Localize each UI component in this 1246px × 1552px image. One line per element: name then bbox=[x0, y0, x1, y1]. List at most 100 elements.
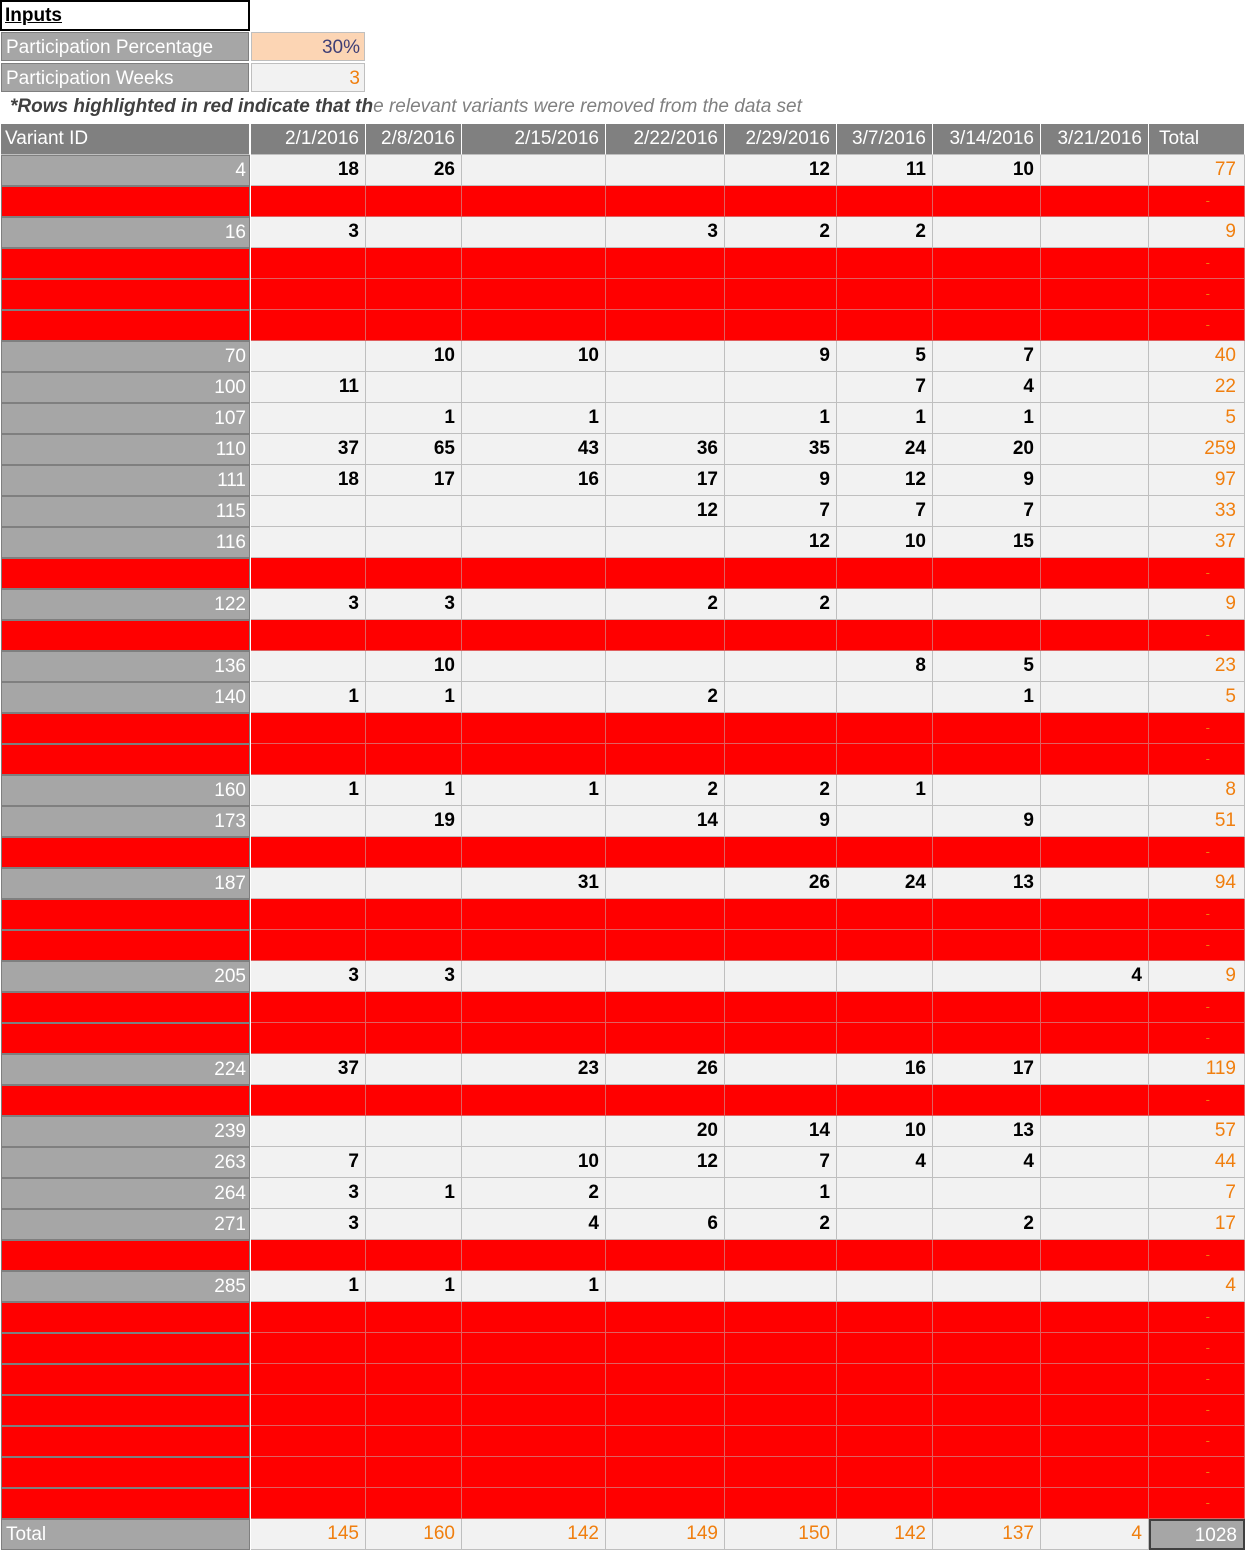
week-value-cell[interactable] bbox=[1041, 372, 1149, 403]
week-value-cell[interactable] bbox=[837, 713, 933, 744]
variant-id-cell[interactable]: 187 bbox=[1, 868, 250, 899]
row-total-cell[interactable]: - bbox=[1149, 310, 1245, 341]
week-value-cell[interactable]: 2 bbox=[725, 217, 837, 248]
week-value-cell[interactable] bbox=[933, 1178, 1041, 1209]
week-value-cell[interactable] bbox=[606, 341, 725, 372]
variant-id-cell[interactable]: 140 bbox=[1, 682, 250, 713]
week-value-cell[interactable] bbox=[606, 1240, 725, 1271]
week-value-cell[interactable]: 12 bbox=[725, 527, 837, 558]
week-value-cell[interactable] bbox=[725, 558, 837, 589]
week-value-cell[interactable] bbox=[1041, 713, 1149, 744]
week-value-cell[interactable] bbox=[1041, 434, 1149, 465]
week-value-cell[interactable] bbox=[837, 1085, 933, 1116]
week-value-cell[interactable] bbox=[606, 1333, 725, 1364]
week-value-cell[interactable] bbox=[1041, 620, 1149, 651]
week-value-cell[interactable] bbox=[1041, 527, 1149, 558]
week-value-cell[interactable] bbox=[837, 1302, 933, 1333]
week-value-cell[interactable] bbox=[606, 248, 725, 279]
row-total-cell[interactable]: - bbox=[1149, 1395, 1245, 1426]
week-value-cell[interactable] bbox=[725, 1426, 837, 1457]
week-value-cell[interactable] bbox=[725, 1054, 837, 1085]
week-value-cell[interactable] bbox=[1041, 1209, 1149, 1240]
week-value-cell[interactable] bbox=[1041, 806, 1149, 837]
variant-id-cell[interactable]: 16 bbox=[1, 217, 250, 248]
row-total-cell[interactable]: - bbox=[1149, 558, 1245, 589]
week-value-cell[interactable]: 1 bbox=[837, 403, 933, 434]
variant-id-cell[interactable]: 264 bbox=[1, 1178, 250, 1209]
week-value-cell[interactable]: 7 bbox=[251, 1147, 366, 1178]
week-value-cell[interactable]: 14 bbox=[606, 806, 725, 837]
week-value-cell[interactable] bbox=[366, 744, 462, 775]
week-value-cell[interactable] bbox=[725, 1271, 837, 1302]
variant-id-cell[interactable] bbox=[1, 744, 250, 775]
week-value-cell[interactable] bbox=[725, 372, 837, 403]
week-value-cell[interactable] bbox=[251, 1333, 366, 1364]
week-value-cell[interactable] bbox=[606, 1426, 725, 1457]
week-value-cell[interactable] bbox=[462, 310, 606, 341]
week-value-cell[interactable]: 3 bbox=[251, 1209, 366, 1240]
week-value-cell[interactable] bbox=[933, 930, 1041, 961]
row-total-cell[interactable]: - bbox=[1149, 1426, 1245, 1457]
row-total-cell[interactable]: - bbox=[1149, 899, 1245, 930]
variant-id-cell[interactable] bbox=[1, 1333, 250, 1364]
week-value-cell[interactable] bbox=[837, 1178, 933, 1209]
week-value-cell[interactable] bbox=[933, 248, 1041, 279]
week-value-cell[interactable] bbox=[606, 1395, 725, 1426]
participation-weeks-value[interactable]: 3 bbox=[251, 63, 365, 92]
row-total-cell[interactable]: 37 bbox=[1149, 527, 1245, 558]
week-value-cell[interactable]: 19 bbox=[366, 806, 462, 837]
row-total-cell[interactable]: 97 bbox=[1149, 465, 1245, 496]
week-value-cell[interactable] bbox=[606, 527, 725, 558]
week-value-cell[interactable] bbox=[933, 558, 1041, 589]
week-value-cell[interactable] bbox=[837, 1240, 933, 1271]
variant-id-cell[interactable] bbox=[1, 1023, 250, 1054]
week-value-cell[interactable] bbox=[251, 1302, 366, 1333]
variant-id-cell[interactable]: 205 bbox=[1, 961, 250, 992]
row-total-cell[interactable]: - bbox=[1149, 1457, 1245, 1488]
week-value-cell[interactable] bbox=[725, 1395, 837, 1426]
week-value-cell[interactable] bbox=[366, 279, 462, 310]
week-value-cell[interactable] bbox=[1041, 744, 1149, 775]
week-value-cell[interactable] bbox=[837, 682, 933, 713]
week-value-cell[interactable]: 2 bbox=[725, 589, 837, 620]
week-value-cell[interactable]: 18 bbox=[251, 465, 366, 496]
variant-id-cell[interactable]: 107 bbox=[1, 403, 250, 434]
week-value-cell[interactable]: 1 bbox=[837, 775, 933, 806]
week-value-cell[interactable]: 17 bbox=[933, 1054, 1041, 1085]
week-value-cell[interactable] bbox=[251, 837, 366, 868]
week-value-cell[interactable]: 15 bbox=[933, 527, 1041, 558]
week-value-cell[interactable] bbox=[366, 1426, 462, 1457]
week-value-cell[interactable] bbox=[606, 1488, 725, 1519]
variant-id-cell[interactable] bbox=[1, 558, 250, 589]
week-value-cell[interactable] bbox=[606, 372, 725, 403]
week-value-cell[interactable] bbox=[251, 868, 366, 899]
week-total-cell[interactable]: 142 bbox=[462, 1519, 606, 1550]
week-value-cell[interactable] bbox=[837, 310, 933, 341]
week-value-cell[interactable] bbox=[725, 279, 837, 310]
week-value-cell[interactable] bbox=[462, 1085, 606, 1116]
week-value-cell[interactable] bbox=[933, 837, 1041, 868]
week-value-cell[interactable] bbox=[462, 806, 606, 837]
week-value-cell[interactable]: 1 bbox=[366, 682, 462, 713]
week-value-cell[interactable] bbox=[837, 899, 933, 930]
variant-id-cell[interactable] bbox=[1, 1395, 250, 1426]
week-value-cell[interactable]: 9 bbox=[725, 465, 837, 496]
week-value-cell[interactable]: 12 bbox=[725, 155, 837, 186]
week-value-cell[interactable] bbox=[462, 496, 606, 527]
week-value-cell[interactable]: 3 bbox=[606, 217, 725, 248]
variant-id-cell[interactable] bbox=[1, 1364, 250, 1395]
week-value-cell[interactable] bbox=[251, 806, 366, 837]
week-value-cell[interactable] bbox=[606, 1178, 725, 1209]
row-total-cell[interactable]: 119 bbox=[1149, 1054, 1245, 1085]
week-value-cell[interactable] bbox=[462, 1457, 606, 1488]
variant-id-cell[interactable]: 116 bbox=[1, 527, 250, 558]
week-value-cell[interactable]: 3 bbox=[251, 217, 366, 248]
week-value-cell[interactable] bbox=[1041, 341, 1149, 372]
row-total-cell[interactable]: - bbox=[1149, 1085, 1245, 1116]
week-value-cell[interactable]: 1 bbox=[725, 403, 837, 434]
column-header[interactable]: 2/22/2016 bbox=[606, 124, 725, 155]
week-value-cell[interactable] bbox=[1041, 1085, 1149, 1116]
week-value-cell[interactable] bbox=[1041, 1457, 1149, 1488]
week-value-cell[interactable] bbox=[462, 620, 606, 651]
variant-id-cell[interactable]: 271 bbox=[1, 1209, 250, 1240]
